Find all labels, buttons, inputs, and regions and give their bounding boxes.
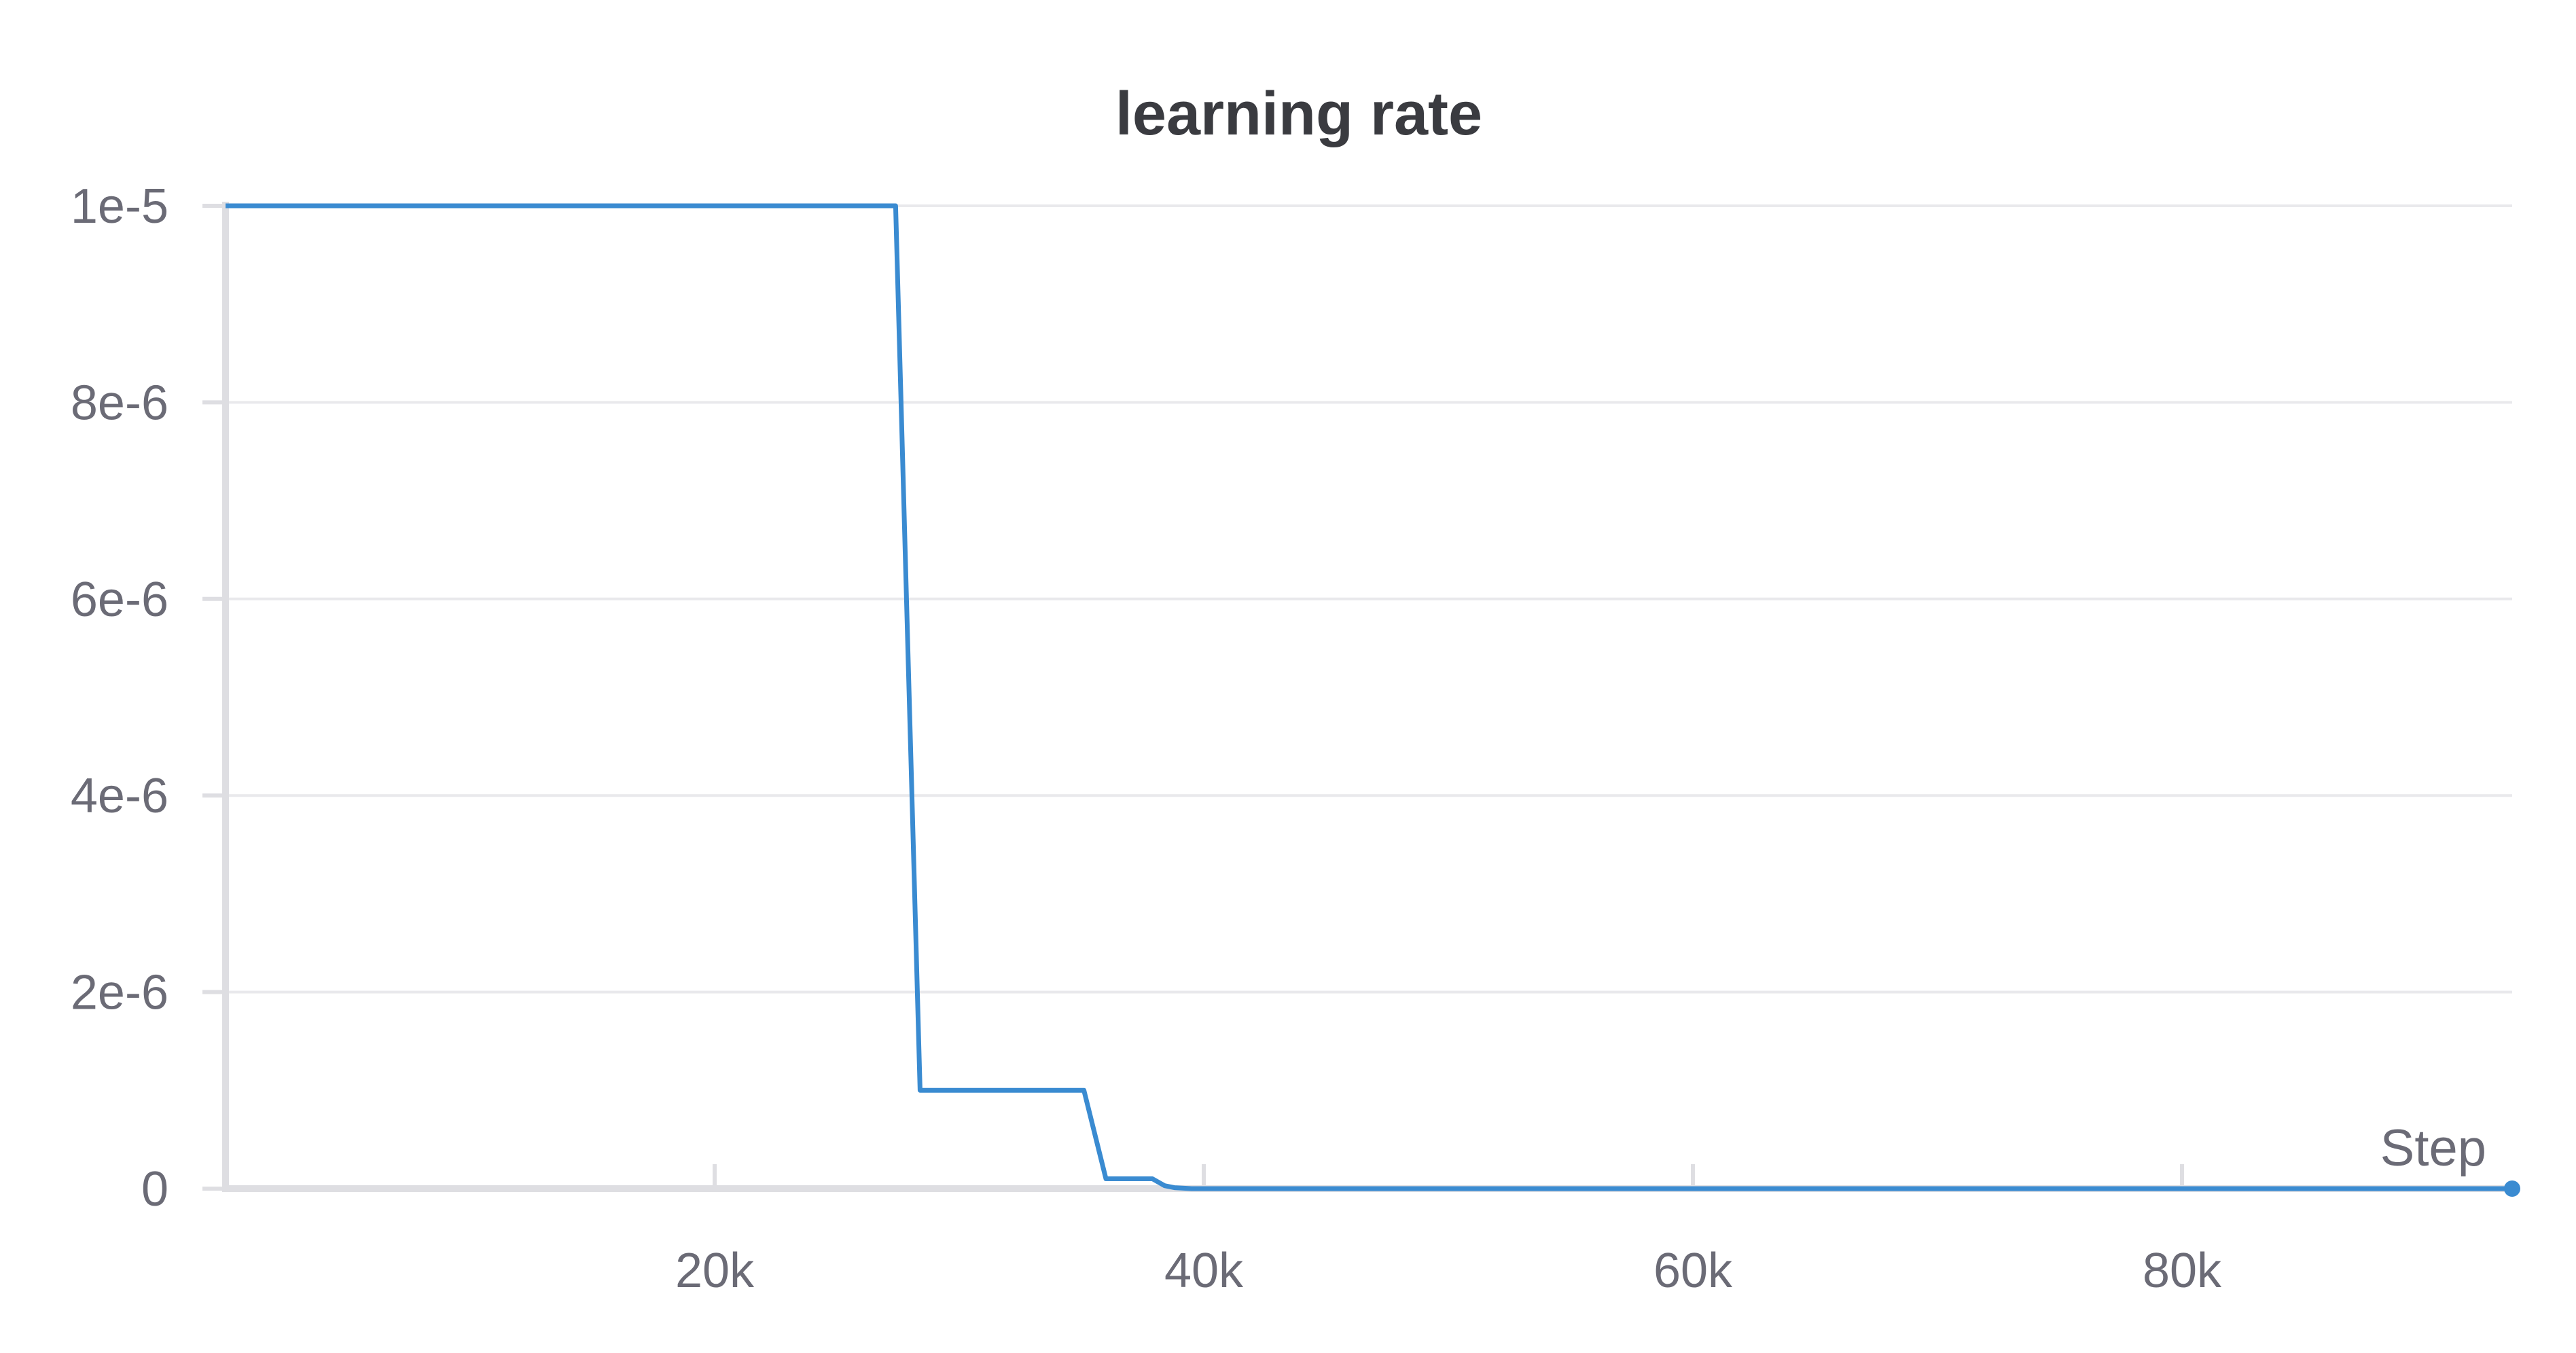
grid-lines bbox=[226, 204, 2512, 994]
axes bbox=[222, 202, 2512, 1192]
series-end-point bbox=[2504, 1180, 2520, 1197]
x-axis-ticks: 20k 40k 60k 80k bbox=[675, 1164, 2222, 1298]
y-tick-label: 0 bbox=[141, 1162, 168, 1216]
x-tick-label: 40k bbox=[1164, 1244, 1244, 1298]
y-axis-ticks: 0 2e-6 4e-6 6e-6 8e-6 1e-5 bbox=[71, 179, 226, 1216]
y-tick-label: 1e-5 bbox=[71, 179, 168, 234]
series-lines bbox=[226, 203, 2520, 1197]
y-tick-label: 6e-6 bbox=[71, 573, 168, 627]
y-tick-label: 2e-6 bbox=[71, 966, 168, 1020]
x-tick-label: 20k bbox=[675, 1244, 755, 1298]
y-tick-label: 4e-6 bbox=[71, 769, 168, 823]
x-tick-label: 60k bbox=[1653, 1244, 1733, 1298]
chart-title: learning rate bbox=[1115, 80, 1482, 148]
learning-rate-line bbox=[226, 203, 2512, 1191]
y-tick-label: 8e-6 bbox=[71, 376, 168, 430]
x-axis-label: Step bbox=[2380, 1119, 2486, 1177]
x-tick-label: 80k bbox=[2143, 1244, 2222, 1298]
